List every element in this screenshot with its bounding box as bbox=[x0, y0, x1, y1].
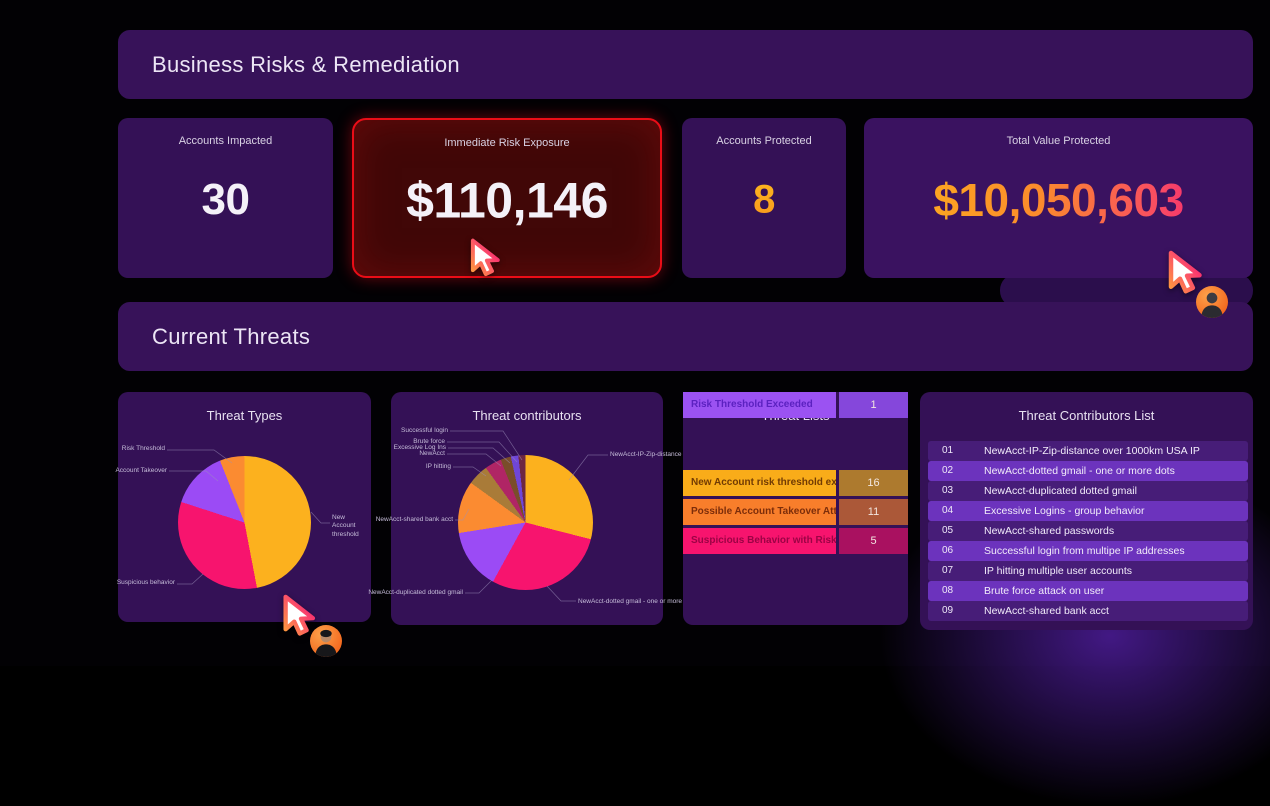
threat-list-row[interactable]: New Account risk threshold exceeded 16 bbox=[683, 470, 908, 496]
contributor-index: 06 bbox=[942, 545, 954, 556]
threat-contributors-pie-chart[interactable] bbox=[458, 455, 593, 590]
contributor-label: IP hitting multiple user accounts bbox=[984, 565, 1133, 577]
stat-card-immediate-risk-exposure[interactable]: Immediate Risk Exposure $110,146 bbox=[352, 118, 662, 278]
contributor-label: NewAcct-IP-Zip-distance over 1000km USA … bbox=[984, 445, 1200, 457]
threat-list-count: 1 bbox=[839, 392, 908, 418]
threat-list-label: Suspicious Behavior with Risk Exposure bbox=[683, 528, 836, 554]
contributor-list-item[interactable]: 05 NewAcct-shared passwords bbox=[928, 521, 1248, 541]
threat-list-count: 16 bbox=[839, 470, 908, 496]
pie-label: NewAcct-dotted gmail - one or more dots bbox=[578, 598, 697, 605]
contributor-index: 07 bbox=[942, 565, 954, 576]
dashboard: Business Risks & Remediation Accounts Im… bbox=[115, 30, 1270, 806]
contributor-label: NewAcct-dotted gmail - one or more dots bbox=[984, 465, 1175, 477]
user-avatar bbox=[1196, 286, 1228, 318]
threat-list-row[interactable]: Suspicious Behavior with Risk Exposure 5 bbox=[683, 528, 908, 554]
threat-list-label: Possible Account Takeover Attack bbox=[683, 499, 836, 525]
person-silhouette-icon bbox=[315, 629, 337, 657]
pie-label: Account Takeover bbox=[115, 467, 167, 474]
contributor-index: 05 bbox=[942, 525, 954, 536]
cursor-icon bbox=[470, 238, 500, 277]
contributor-list-item[interactable]: 04 Excessive Logins - group behavior bbox=[928, 501, 1248, 521]
pie-label: New Account threshold bbox=[332, 514, 359, 538]
panel-threat-types: Threat Types Risk Threshold Account Take… bbox=[115, 392, 371, 622]
contributor-list-item[interactable]: 02 NewAcct-dotted gmail - one or more do… bbox=[928, 461, 1248, 481]
section-header-current-threats: Current Threats bbox=[118, 302, 1253, 371]
panel-threat-contributors-list: Threat Contributors List 01 NewAcct-IP-Z… bbox=[920, 392, 1253, 630]
contributor-list-item[interactable]: 08 Brute force attack on user bbox=[928, 581, 1248, 601]
pie-label: NewAcct-shared bank acct bbox=[375, 516, 453, 523]
stat-card-accounts-protected[interactable]: Accounts Protected 8 bbox=[682, 118, 846, 278]
contributor-list-item[interactable]: 06 Successful login from multipe IP addr… bbox=[928, 541, 1248, 561]
contributor-index: 02 bbox=[942, 465, 954, 476]
panel-title: Threat Contributors List bbox=[1018, 408, 1155, 423]
contributor-label: Excessive Logins - group behavior bbox=[984, 505, 1145, 517]
panel-threat-lists: Threat Lists New Account risk threshold … bbox=[683, 392, 908, 625]
pie-label: Excessive Log Ins bbox=[393, 444, 446, 451]
contributor-index: 03 bbox=[942, 485, 954, 496]
pie-label: Brute force bbox=[413, 438, 445, 445]
contributor-label: Brute force attack on user bbox=[984, 585, 1105, 597]
threat-list-count: 5 bbox=[839, 528, 908, 554]
contributor-index: 08 bbox=[942, 585, 954, 596]
stat-card-label: Immediate Risk Exposure bbox=[444, 137, 570, 149]
pie-label: NewAcct-IP-Zip-distance bbox=[610, 451, 682, 458]
contributor-index: 04 bbox=[942, 505, 954, 516]
threat-list-count: 11 bbox=[839, 499, 908, 525]
stat-card-value: $110,146 bbox=[406, 172, 608, 229]
contributor-list-item[interactable]: 03 NewAcct-duplicated dotted gmail bbox=[928, 481, 1248, 501]
contributor-list-item[interactable]: 01 NewAcct-IP-Zip-distance over 1000km U… bbox=[928, 441, 1248, 461]
stat-card-value: $10,050,603 bbox=[864, 173, 1253, 227]
contributor-index: 01 bbox=[942, 445, 954, 456]
panel-title: Threat contributors bbox=[472, 408, 582, 423]
contributor-list-item[interactable]: 09 NewAcct-shared bank acct bbox=[928, 601, 1248, 621]
stat-card-accounts-impacted[interactable]: Accounts Impacted 30 bbox=[118, 118, 333, 278]
stat-card-total-value-protected[interactable]: Total Value Protected $10,050,603 bbox=[864, 118, 1253, 278]
cursor-icon bbox=[1168, 250, 1202, 294]
contributor-label: Successful login from multipe IP address… bbox=[984, 545, 1185, 557]
pie-label: Suspicious behavior bbox=[116, 579, 175, 586]
threat-list-label: New Account risk threshold exceeded bbox=[683, 470, 836, 496]
threat-list-row[interactable]: Risk Threshold Exceeded 1 bbox=[683, 392, 908, 418]
stat-card-label: Accounts Impacted bbox=[178, 135, 273, 147]
person-silhouette-icon bbox=[1201, 292, 1223, 318]
stat-card-label: Total Value Protected bbox=[1006, 135, 1111, 147]
pie-label: IP hitting bbox=[425, 463, 451, 470]
pie-label: Successful login bbox=[401, 427, 448, 434]
contributor-list-item[interactable]: 07 IP hitting multiple user accounts bbox=[928, 561, 1248, 581]
user-avatar bbox=[310, 625, 342, 657]
section-title: Current Threats bbox=[152, 323, 311, 349]
pie-label: NewAcct bbox=[419, 450, 445, 457]
page-title: Business Risks & Remediation bbox=[152, 51, 460, 77]
panel-threat-contributors: Threat contributors Successful login Bru… bbox=[368, 392, 696, 625]
panel-title: Threat Types bbox=[206, 408, 283, 423]
contributor-index: 09 bbox=[942, 605, 954, 616]
contributor-label: NewAcct-shared passwords bbox=[984, 525, 1115, 537]
pie-label: NewAcct-duplicated dotted gmail bbox=[368, 589, 463, 596]
stat-card-label: Accounts Protected bbox=[716, 135, 812, 147]
contributor-label: NewAcct-shared bank acct bbox=[984, 605, 1109, 617]
threat-types-pie-chart[interactable] bbox=[178, 456, 311, 589]
pie-label: Risk Threshold bbox=[121, 445, 165, 452]
threat-list-row[interactable]: Possible Account Takeover Attack 11 bbox=[683, 499, 908, 525]
contributor-label: NewAcct-duplicated dotted gmail bbox=[984, 485, 1137, 497]
section-header-business-risks: Business Risks & Remediation bbox=[118, 30, 1253, 99]
stat-card-value: 8 bbox=[682, 177, 846, 222]
cursor-icon bbox=[283, 594, 316, 636]
threat-list-label: Risk Threshold Exceeded bbox=[683, 392, 836, 418]
stat-card-value: 30 bbox=[201, 175, 250, 224]
